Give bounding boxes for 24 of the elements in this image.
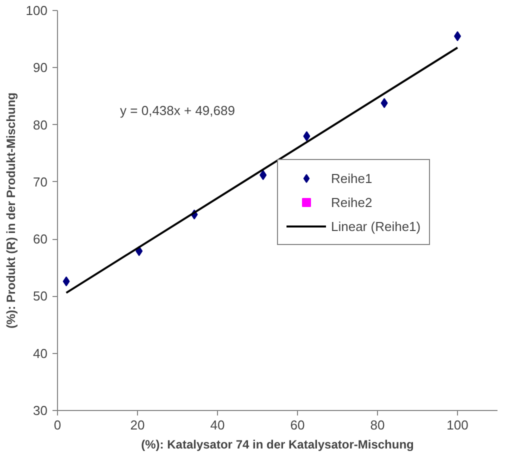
y-tick-label: 50 <box>33 288 48 304</box>
y-tick-label: 70 <box>33 174 48 190</box>
x-tick-label: 60 <box>290 418 305 432</box>
point <box>260 170 267 180</box>
x-axis-title: (%): Katalysator 74 in der Katalysator-Mischung <box>141 438 414 452</box>
legend-label: Reihe2 <box>331 194 372 210</box>
legend-label: Linear (Reihe1) <box>331 218 421 234</box>
x-tick-label: 0 <box>54 418 62 432</box>
y-tick-label: 30 <box>33 403 48 418</box>
point <box>62 276 70 286</box>
point <box>303 131 310 142</box>
y-tick-label: 40 <box>33 346 48 361</box>
x-tick-label: 40 <box>210 418 225 432</box>
y-tick-label: 90 <box>33 60 48 76</box>
legend-label: Reihe1 <box>331 170 372 186</box>
x-tick-label: 20 <box>130 418 145 432</box>
y-axis-title: (%): Produkt (R) in der Produkt-Mischung <box>4 92 18 328</box>
point <box>380 98 388 108</box>
x-tick-label: 80 <box>370 418 385 432</box>
annotation: y = 0,438x + 49,689 <box>120 103 235 118</box>
x-tick-label: 100 <box>446 418 468 432</box>
y-tick-label: 100 <box>26 3 48 18</box>
y-tick-label: 80 <box>33 117 48 132</box>
y-tick-label: 60 <box>33 232 48 247</box>
